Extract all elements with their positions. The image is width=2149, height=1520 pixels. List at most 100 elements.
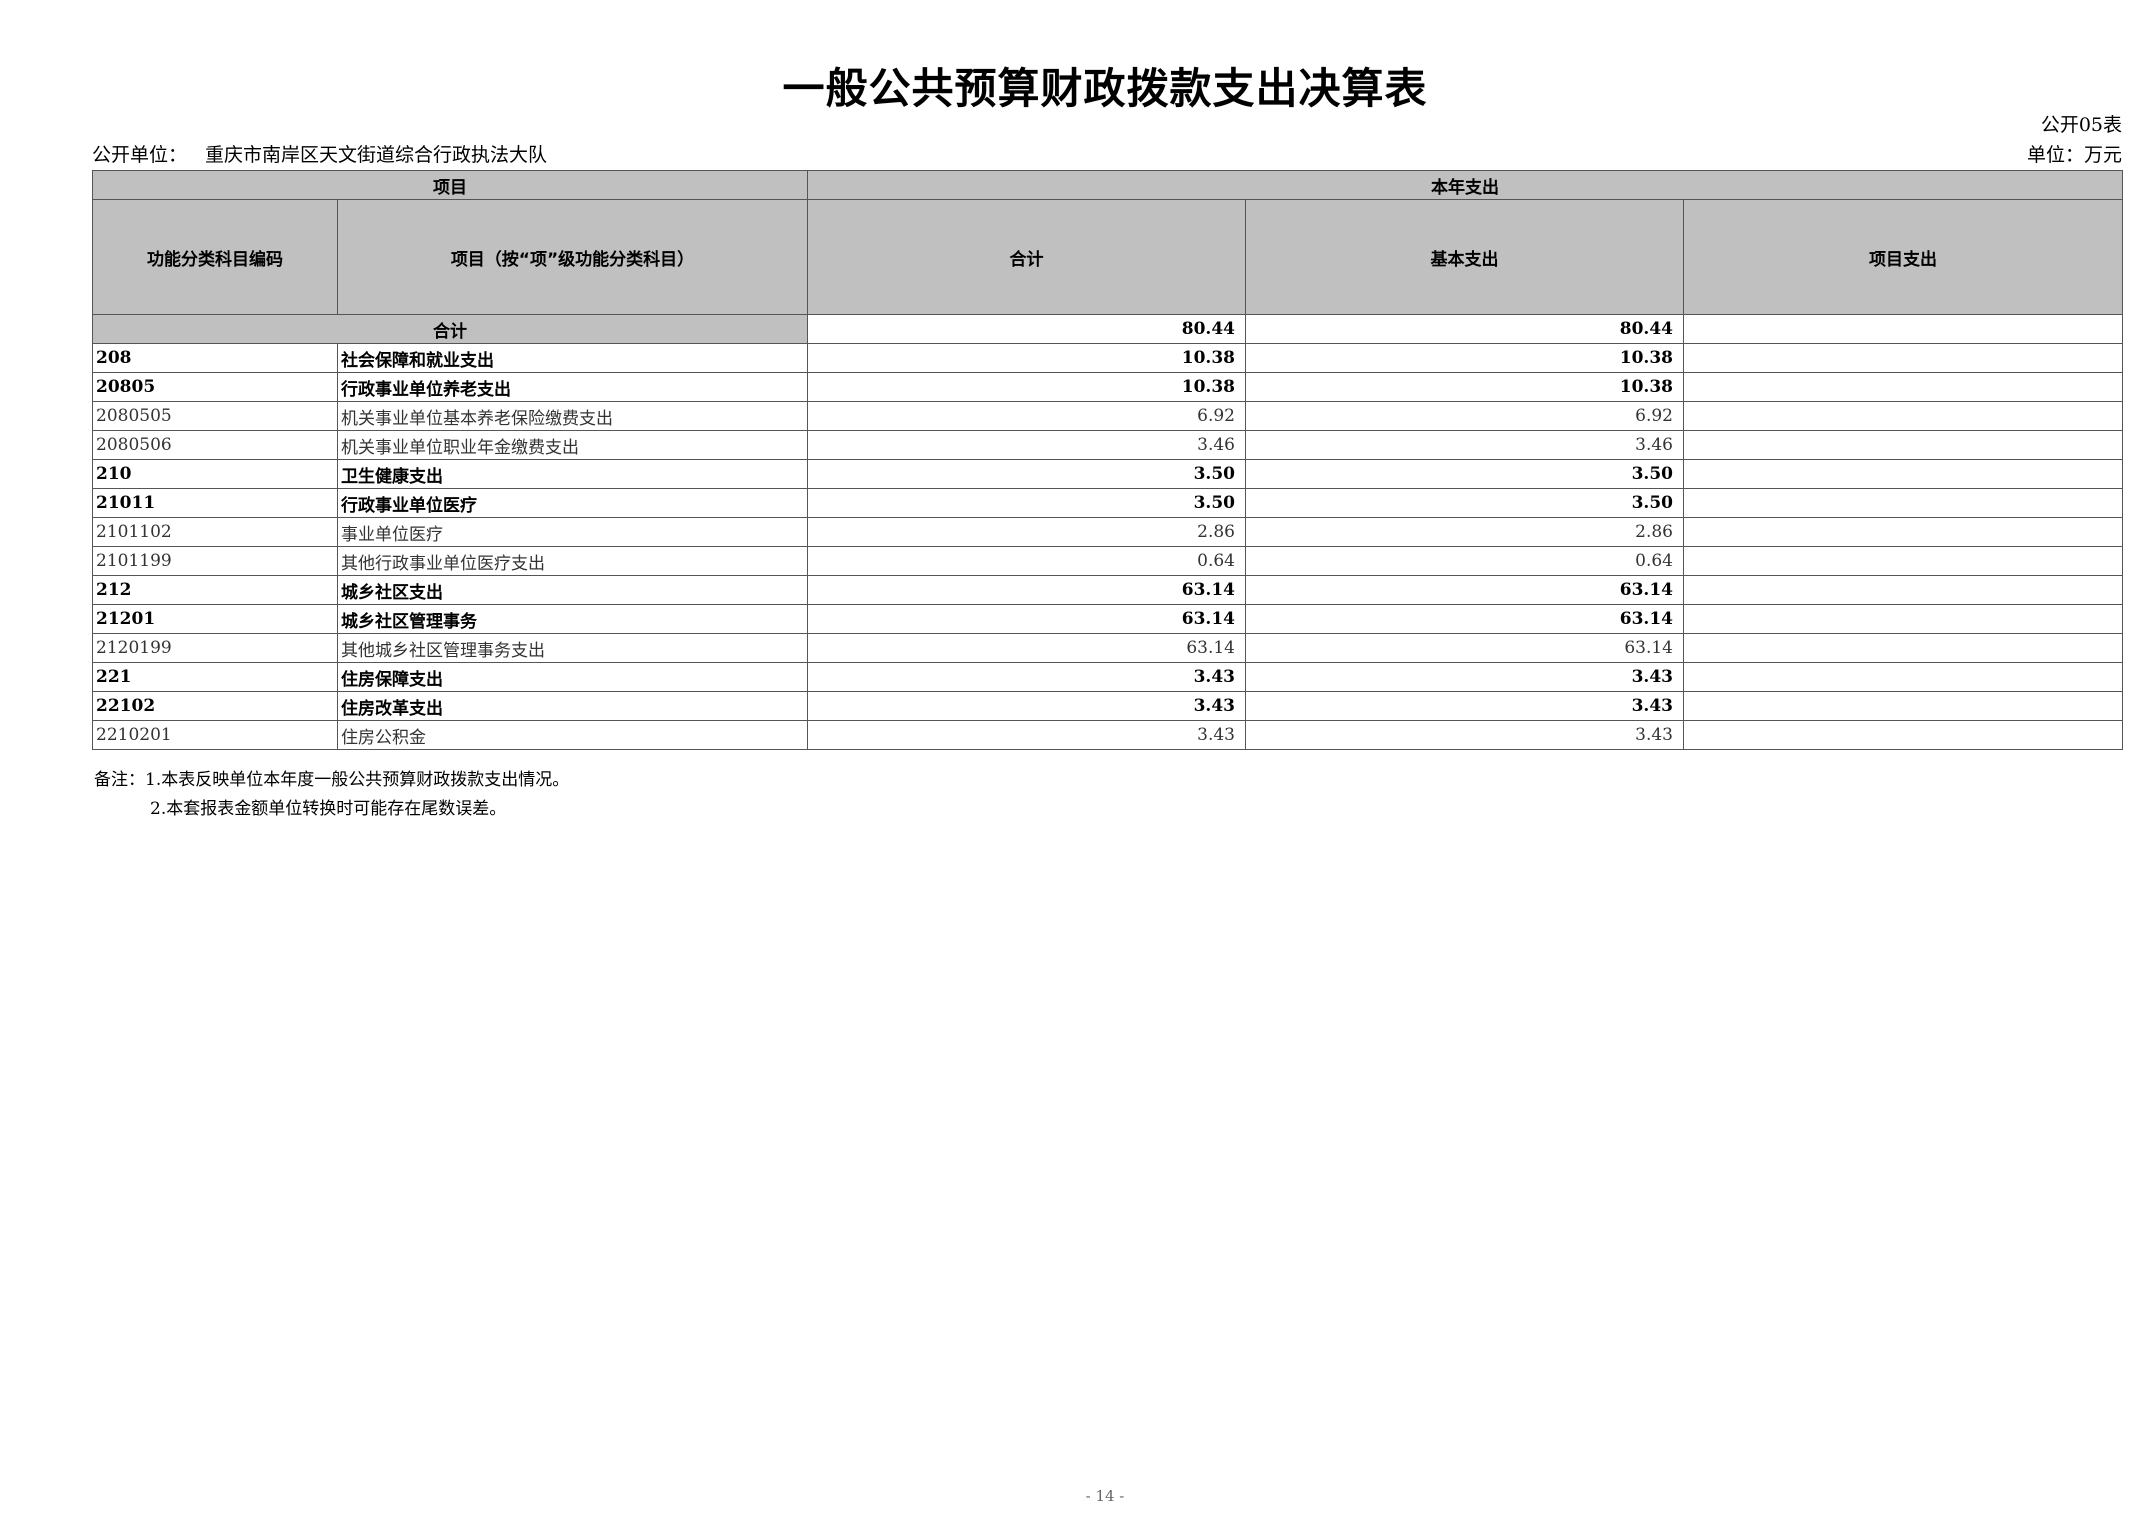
cell-project <box>1683 459 2123 489</box>
cell-project <box>1683 720 2123 750</box>
header-code: 功能分类科目编码 <box>92 199 338 315</box>
cell-total: 3.50 <box>807 459 1246 489</box>
cell-code: 212 <box>92 575 338 605</box>
cell-name: 卫生健康支出 <box>337 459 808 489</box>
cell-project <box>1683 662 2123 692</box>
cell-project <box>1683 488 2123 518</box>
table-row: 21011 行政事业单位医疗 3.50 3.50 <box>92 488 2123 518</box>
cell-basic: 3.46 <box>1245 430 1684 460</box>
cell-name: 城乡社区管理事务 <box>337 604 808 634</box>
cell-name: 其他行政事业单位医疗支出 <box>337 546 808 576</box>
cell-code: 20805 <box>92 372 338 402</box>
cell-project <box>1683 517 2123 547</box>
cell-code: 21011 <box>92 488 338 518</box>
cell-basic: 3.43 <box>1245 662 1684 692</box>
cell-code: 2101199 <box>92 546 338 576</box>
reporting-unit-name: 重庆市南岸区天文街道综合行政执法大队 <box>205 144 548 166</box>
expenditure-table: 项目 本年支出 功能分类科目编码 项目（按“项”级功能分类科目） 合计 基本支出… <box>92 170 2123 750</box>
cell-total: 3.43 <box>807 691 1246 721</box>
page-title: 一般公共预算财政拨款支出决算表 <box>782 64 1428 113</box>
cell-project <box>1683 633 2123 663</box>
cell-total: 0.64 <box>807 546 1246 576</box>
cell-basic: 2.86 <box>1245 517 1684 547</box>
cell-total: 10.38 <box>807 343 1246 373</box>
cell-code: 2080505 <box>92 401 338 431</box>
cell-project <box>1683 604 2123 634</box>
cell-name: 行政事业单位养老支出 <box>337 372 808 402</box>
cell-basic: 63.14 <box>1245 633 1684 663</box>
table-row: 221 住房保障支出 3.43 3.43 <box>92 662 2123 692</box>
table-row: 2080505 机关事业单位基本养老保险缴费支出 6.92 6.92 <box>92 401 2123 431</box>
cell-name: 机关事业单位职业年金缴费支出 <box>337 430 808 460</box>
total-project <box>1683 314 2123 344</box>
cell-total: 63.14 <box>807 604 1246 634</box>
table-row: 208 社会保障和就业支出 10.38 10.38 <box>92 343 2123 373</box>
cell-code: 221 <box>92 662 338 692</box>
cell-total: 10.38 <box>807 372 1246 402</box>
cell-basic: 10.38 <box>1245 372 1684 402</box>
page-number: - 14 - <box>1085 1487 1125 1505</box>
note-2: 2.本套报表金额单位转换时可能存在尾数误差。 <box>150 799 507 819</box>
cell-total: 6.92 <box>807 401 1246 431</box>
cell-project <box>1683 430 2123 460</box>
cell-basic: 6.92 <box>1245 401 1684 431</box>
table-row: 2101102 事业单位医疗 2.86 2.86 <box>92 517 2123 547</box>
total-basic: 80.44 <box>1245 314 1684 344</box>
form-number: 公开05表 <box>2040 114 2122 136</box>
cell-basic: 3.43 <box>1245 720 1684 750</box>
table-row: 2080506 机关事业单位职业年金缴费支出 3.46 3.46 <box>92 430 2123 460</box>
header-total: 合计 <box>807 199 1246 315</box>
cell-total: 3.50 <box>807 488 1246 518</box>
cell-name: 住房改革支出 <box>337 691 808 721</box>
cell-name: 城乡社区支出 <box>337 575 808 605</box>
header-name: 项目（按“项”级功能分类科目） <box>337 199 808 315</box>
header-item: 项目 <box>92 170 808 200</box>
cell-code: 2120199 <box>92 633 338 663</box>
cell-project <box>1683 372 2123 402</box>
cell-name: 社会保障和就业支出 <box>337 343 808 373</box>
cell-code: 2080506 <box>92 430 338 460</box>
cell-project <box>1683 691 2123 721</box>
table-row: 21201 城乡社区管理事务 63.14 63.14 <box>92 604 2123 634</box>
cell-total: 63.14 <box>807 633 1246 663</box>
cell-project <box>1683 401 2123 431</box>
cell-project <box>1683 546 2123 576</box>
cell-name: 行政事业单位医疗 <box>337 488 808 518</box>
total-total: 80.44 <box>807 314 1246 344</box>
cell-basic: 10.38 <box>1245 343 1684 373</box>
header-basic: 基本支出 <box>1245 199 1684 315</box>
table-row: 2210201 住房公积金 3.43 3.43 <box>92 720 2123 750</box>
currency-unit: 单位：万元 <box>2026 144 2122 166</box>
table-row: 22102 住房改革支出 3.43 3.43 <box>92 691 2123 721</box>
cell-total: 3.43 <box>807 662 1246 692</box>
table-row: 210 卫生健康支出 3.50 3.50 <box>92 459 2123 489</box>
header-project: 项目支出 <box>1683 199 2123 315</box>
cell-total: 63.14 <box>807 575 1246 605</box>
total-label: 合计 <box>92 314 808 344</box>
notes: 备注：1.本表反映单位本年度一般公共预算财政拨款支出情况。 2.本套报表金额单位… <box>94 766 569 824</box>
cell-code: 21201 <box>92 604 338 634</box>
cell-total: 2.86 <box>807 517 1246 547</box>
cell-code: 2210201 <box>92 720 338 750</box>
cell-total: 3.46 <box>807 430 1246 460</box>
reporting-unit: 公开单位： 重庆市南岸区天文街道综合行政执法大队 <box>92 140 565 167</box>
cell-name: 机关事业单位基本养老保险缴费支出 <box>337 401 808 431</box>
cell-code: 22102 <box>92 691 338 721</box>
table-row: 2120199 其他城乡社区管理事务支出 63.14 63.14 <box>92 633 2123 663</box>
cell-name: 住房公积金 <box>337 720 808 750</box>
cell-name: 事业单位医疗 <box>337 517 808 547</box>
cell-total: 3.43 <box>807 720 1246 750</box>
cell-basic: 0.64 <box>1245 546 1684 576</box>
table-row: 20805 行政事业单位养老支出 10.38 10.38 <box>92 372 2123 402</box>
reporting-unit-label: 公开单位： <box>92 144 188 166</box>
cell-name: 其他城乡社区管理事务支出 <box>337 633 808 663</box>
cell-basic: 63.14 <box>1245 575 1684 605</box>
cell-basic: 3.50 <box>1245 488 1684 518</box>
cell-basic: 63.14 <box>1245 604 1684 634</box>
cell-project <box>1683 575 2123 605</box>
note-1: 备注：1.本表反映单位本年度一般公共预算财政拨款支出情况。 <box>94 770 570 790</box>
cell-code: 210 <box>92 459 338 489</box>
header-current-year: 本年支出 <box>807 170 2123 200</box>
table-row: 2101199 其他行政事业单位医疗支出 0.64 0.64 <box>92 546 2123 576</box>
cell-project <box>1683 343 2123 373</box>
